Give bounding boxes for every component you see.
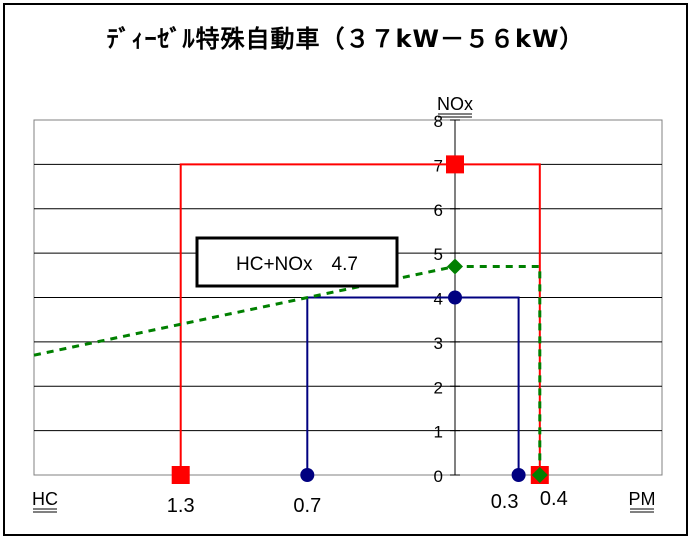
- nox-tick-label: 4: [434, 290, 443, 309]
- series-line-blue: [306, 296, 520, 475]
- nox-tick-label: 2: [434, 378, 443, 397]
- pm-tick-label: 0.3: [491, 491, 519, 513]
- marker-green-total: [447, 258, 463, 275]
- annotation-box: [195, 236, 399, 288]
- marker-red-hc: [171, 466, 190, 484]
- nox-tick-label: 0: [434, 467, 443, 486]
- nox-tick-label: 5: [434, 245, 443, 264]
- pm-axis-label: PM: [629, 489, 656, 509]
- marker-green-pm: [531, 467, 548, 483]
- series-line-red: [179, 163, 541, 475]
- hc-tick-label: 0.7: [293, 495, 321, 517]
- chart-title: ﾃﾞｨｰｾﾞﾙ特殊自動車（３７kW－５６kW）: [106, 25, 585, 53]
- marker-blue-pm: [511, 468, 526, 482]
- marker-blue-nox: [448, 290, 462, 305]
- marker-blue-hc: [300, 468, 315, 482]
- nox-tick-label: 7: [434, 156, 443, 175]
- nox-tick-label: 1: [434, 423, 443, 442]
- annotation-label: HC+NOx 4.7: [236, 254, 358, 275]
- nox-tick-label: 6: [434, 201, 443, 220]
- hc-tick-label: 1.3: [167, 495, 195, 517]
- nox-axis-label: NOx: [437, 94, 473, 114]
- pm-tick-label: 0.4: [540, 488, 568, 510]
- series-line-green: [33, 264, 542, 475]
- nox-tick-label: 3: [434, 334, 443, 353]
- hc-axis-label: HC: [32, 489, 58, 509]
- marker-red-nox: [446, 155, 464, 174]
- nox-tick-label: 8: [434, 112, 443, 131]
